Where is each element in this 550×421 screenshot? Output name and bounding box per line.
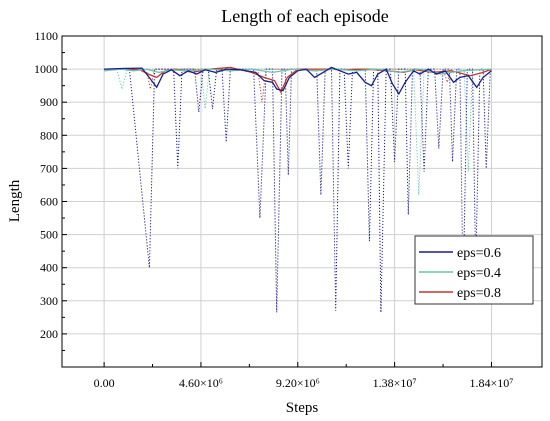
- y-tick-label: 1000: [34, 62, 58, 76]
- legend: eps=0.6 eps=0.4 eps=0.8: [414, 235, 534, 305]
- legend-label-1: eps=0.4: [457, 266, 501, 281]
- y-tick-label: 600: [40, 195, 58, 209]
- y-tick-label: 800: [40, 128, 58, 142]
- series-line-eps=0.8: [104, 66, 492, 94]
- y-tick-label: 500: [40, 228, 58, 242]
- series-raw-eps=0.8: [145, 68, 452, 103]
- y-tick-label: 900: [40, 95, 58, 109]
- series-raw-eps=0.4: [116, 68, 473, 195]
- series-line-eps=0.4: [104, 68, 492, 75]
- grid: [62, 35, 542, 367]
- x-axis-label: Steps: [286, 400, 319, 416]
- y-tick-label: 1100: [34, 29, 58, 43]
- y-tick-label: 700: [40, 161, 58, 175]
- x-tick-label: 0.00: [94, 376, 115, 390]
- x-tick-label: 1.84×10⁷: [469, 376, 513, 390]
- y-tick-label: 300: [40, 294, 58, 308]
- legend-label-2: eps=0.8: [457, 286, 501, 301]
- x-tick-label: 9.20×10⁶: [276, 376, 320, 390]
- x-tick-label: 1.38×10⁷: [373, 376, 417, 390]
- x-tick-label: 4.60×10⁶: [179, 376, 223, 390]
- y-tick-label: 400: [40, 261, 58, 275]
- y-axis-label: Length: [7, 179, 23, 222]
- axes: 0.00 4.60×10⁶ 9.20×10⁶ 1.38×10⁷ 1.84×10⁷ 200 3…: [34, 29, 513, 390]
- legend-label-0: eps=0.6: [457, 246, 501, 261]
- series: [104, 66, 492, 313]
- series-line-eps=0.6: [104, 66, 492, 96]
- chart-title: Length of each episode: [221, 6, 388, 26]
- series-raw-eps=0.6: [128, 68, 491, 313]
- y-tick-label: 200: [40, 327, 58, 341]
